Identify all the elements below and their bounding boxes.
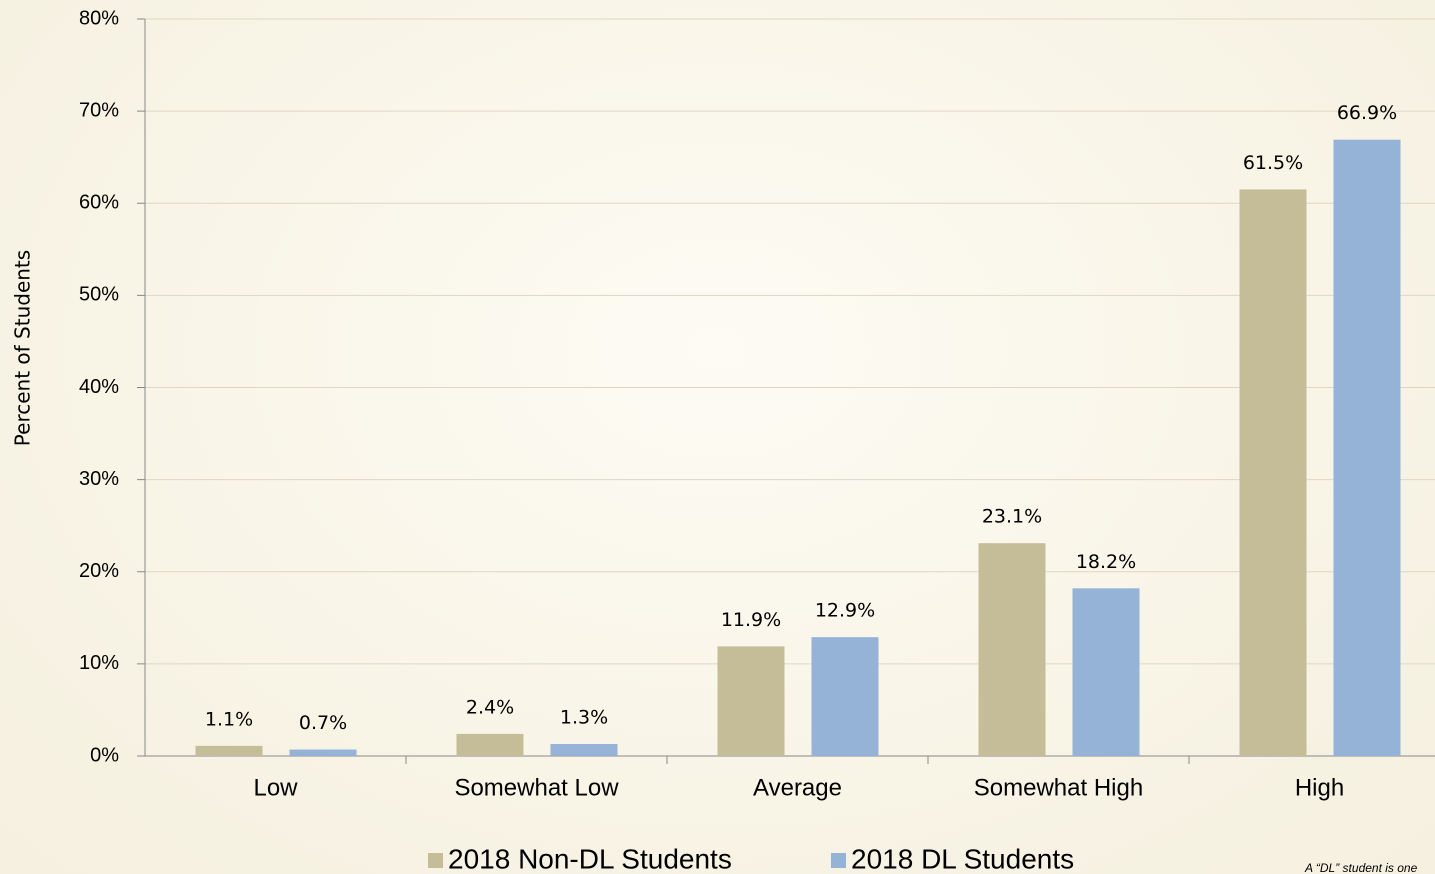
y-tick-label: 30% — [79, 468, 119, 490]
value-label: 11.9% — [721, 609, 781, 631]
x-tick-label: Somewhat High — [974, 774, 1143, 801]
value-label: 2.4% — [466, 696, 514, 718]
y-tick-label: 70% — [79, 99, 119, 121]
legend-swatch — [831, 853, 846, 868]
value-label: 18.2% — [1076, 551, 1136, 573]
y-tick-label: 10% — [79, 652, 119, 674]
y-tick-label: 50% — [79, 284, 119, 306]
x-tick-label: Average — [753, 774, 842, 801]
x-tick-label: Low — [253, 774, 298, 801]
bar — [550, 744, 618, 756]
legend-swatch — [428, 853, 443, 868]
value-label: 12.9% — [815, 600, 875, 622]
legend-label: 2018 Non-DL Students — [448, 843, 732, 874]
bar — [1239, 189, 1307, 756]
x-tick-label: Somewhat Low — [454, 774, 619, 801]
bar — [456, 733, 524, 756]
y-tick-label: 40% — [79, 376, 119, 398]
value-label: 0.7% — [299, 712, 347, 734]
note: A “DL” student is one — [1304, 861, 1418, 874]
value-label: 23.1% — [982, 506, 1042, 528]
y-tick-label: 80% — [79, 7, 119, 29]
legend-label: 2018 DL Students — [851, 843, 1074, 874]
y-tick-label: 20% — [79, 560, 119, 582]
x-tick-label: High — [1295, 774, 1344, 801]
y-axis-label: Percent of Students — [11, 250, 35, 446]
value-label: 61.5% — [1243, 152, 1303, 174]
y-tick-label: 0% — [90, 744, 119, 766]
value-label: 1.3% — [560, 707, 608, 729]
bar — [289, 749, 357, 756]
bar — [1333, 139, 1401, 757]
value-label: 1.1% — [205, 708, 253, 730]
bar — [717, 646, 785, 756]
bar — [1072, 588, 1140, 756]
y-tick-label: 60% — [79, 192, 119, 214]
bar — [978, 543, 1046, 756]
bar — [195, 745, 263, 756]
bar — [811, 637, 879, 756]
value-label: 66.9% — [1337, 102, 1397, 124]
